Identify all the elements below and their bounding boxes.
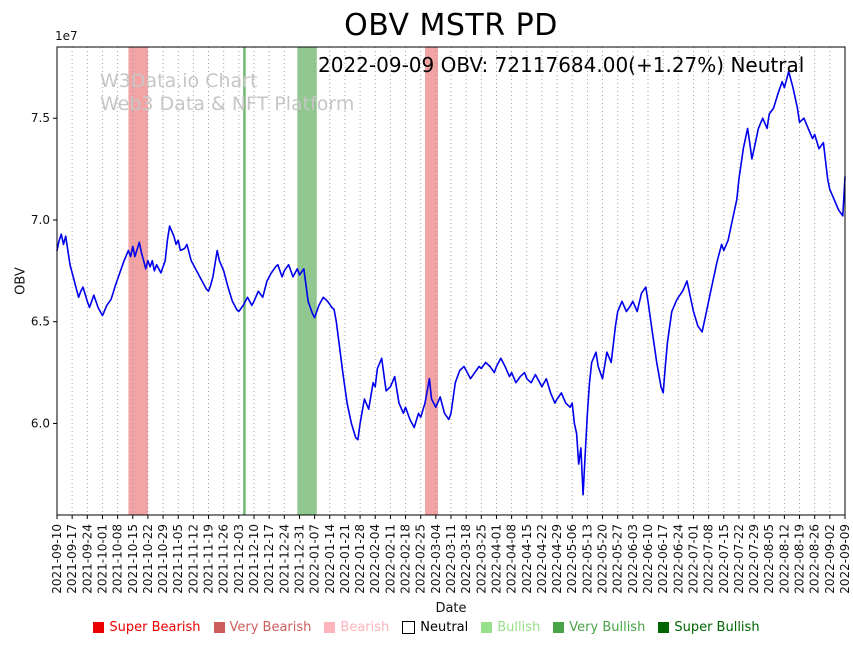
- x-tick-label: 2022-08-26: [808, 524, 822, 594]
- legend-item: Super Bullish: [658, 620, 760, 635]
- signal-band: [297, 47, 317, 515]
- x-tick-label: 2021-10-22: [141, 524, 155, 594]
- x-tick-label: 2022-07-08: [702, 524, 716, 594]
- x-tick-label: 2022-03-18: [459, 524, 473, 594]
- x-tick-label: 2022-04-22: [535, 524, 549, 594]
- x-tick-label: 2022-07-01: [686, 524, 700, 594]
- y-tick-label: 6.5: [31, 315, 50, 329]
- signal-band: [425, 47, 439, 515]
- obv-line: [56, 70, 846, 496]
- x-tick-label: 2021-11-05: [171, 524, 185, 594]
- x-axis-label: Date: [435, 601, 467, 616]
- legend-item: Neutral: [402, 620, 468, 635]
- x-tick-label: 2022-06-03: [626, 524, 640, 594]
- x-tick-label: 2021-12-24: [277, 524, 291, 594]
- x-tick-label: 2021-11-19: [202, 524, 216, 594]
- signal-band: [128, 47, 148, 515]
- x-tick-label: 2022-01-28: [353, 524, 367, 594]
- legend: Super Bearish Very Bearish Bearish Neutr…: [0, 620, 853, 635]
- x-tick-label: 2022-02-18: [399, 524, 413, 594]
- x-tick-label: 2022-09-02: [823, 524, 837, 594]
- x-tick-label: 2022-09-09: [838, 524, 852, 594]
- x-tick-label: 2021-10-01: [95, 524, 109, 594]
- legend-swatch: [402, 621, 416, 634]
- legend-item: Super Bearish: [93, 620, 201, 635]
- x-tick-label: 2022-04-01: [489, 524, 503, 594]
- x-tick-label: 2022-02-04: [368, 524, 382, 594]
- legend-swatch: [93, 622, 105, 633]
- plot-frame: [56, 46, 846, 516]
- x-tick-label: 2021-10-08: [111, 524, 125, 594]
- x-tick-label: 2021-09-17: [65, 524, 79, 594]
- x-tick-label: 2022-08-12: [777, 524, 791, 594]
- x-tick-label: 2021-12-31: [292, 524, 306, 594]
- x-tick-label: 2022-05-13: [580, 524, 594, 594]
- legend-label: Bullish: [497, 620, 541, 635]
- legend-label: Neutral: [420, 620, 469, 635]
- x-tick-label: 2021-11-12: [186, 524, 200, 594]
- y-axis-label: OBV: [13, 267, 29, 295]
- x-tick-label: 2021-12-03: [232, 524, 246, 594]
- x-tick-label: 2022-04-15: [520, 524, 534, 594]
- legend-label: Very Bullish: [569, 620, 646, 635]
- legend-label: Super Bearish: [109, 620, 201, 635]
- y-axis-offset-label: 1e7: [55, 29, 78, 43]
- x-tick-label: 2022-02-11: [383, 524, 397, 594]
- x-tick-label: 2022-03-25: [474, 524, 488, 594]
- x-tick-label: 2022-06-10: [641, 524, 655, 594]
- watermark-line2: Web3 Data & NFT Platform: [100, 93, 355, 115]
- x-tick-label: 2022-07-29: [747, 524, 761, 594]
- x-tick-label: 2021-10-29: [156, 524, 170, 594]
- x-tick-label: 2021-11-26: [217, 524, 231, 594]
- x-tick-label: 2021-12-10: [247, 524, 261, 594]
- legend-item: Bullish: [481, 620, 540, 635]
- legend-item: Very Bearish: [213, 620, 312, 635]
- legend-swatch: [481, 622, 493, 633]
- watermark-line1: W3Data.io Chart: [100, 70, 258, 92]
- legend-item: Very Bullish: [553, 620, 645, 635]
- x-tick-label: 2021-10-15: [126, 524, 140, 594]
- x-tick-label: 2022-06-24: [671, 524, 685, 594]
- legend-swatch: [553, 622, 565, 633]
- x-tick-label: 2022-08-05: [762, 524, 776, 594]
- x-tick-label: 2022-01-14: [323, 524, 337, 594]
- y-tick-label: 7.5: [31, 111, 50, 125]
- watermark: W3Data.io Chart Web3 Data & NFT Platform: [100, 70, 354, 116]
- chart-title: OBV MSTR PD: [344, 8, 558, 43]
- x-tick-label: 2022-01-21: [338, 524, 352, 594]
- x-tick-label: 2021-09-24: [80, 524, 94, 594]
- legend-swatch: [213, 622, 225, 633]
- x-tick-label: 2022-04-08: [505, 524, 519, 594]
- legend-label: Very Bearish: [229, 620, 312, 635]
- x-tick-label: 2022-07-15: [717, 524, 731, 594]
- x-tick-label: 2021-12-17: [262, 524, 276, 594]
- x-tick-label: 2022-02-25: [414, 524, 428, 594]
- y-tick-label: 6.0: [31, 416, 50, 430]
- x-tick-label: 2021-09-10: [50, 524, 64, 594]
- legend-label: Super Bullish: [674, 620, 760, 635]
- x-tick-label: 2022-04-29: [550, 524, 564, 594]
- x-tick-label: 2022-05-06: [565, 524, 579, 594]
- y-tick-label: 7.0: [31, 213, 50, 227]
- signal-band: [243, 47, 246, 515]
- x-tick-label: 2022-03-11: [444, 524, 458, 594]
- x-tick-label: 2022-06-17: [656, 524, 670, 594]
- legend-item: Bearish: [324, 620, 389, 635]
- x-tick-label: 2022-05-27: [611, 524, 625, 594]
- legend-label: Bearish: [340, 620, 390, 635]
- x-tick-label: 2022-05-20: [596, 524, 610, 594]
- latest-value-annotation: 2022-09-09 OBV: 72117684.00(+1.27%) Neut…: [318, 53, 805, 77]
- legend-swatch: [324, 622, 336, 633]
- x-tick-label: 2022-01-07: [308, 524, 322, 594]
- legend-swatch: [658, 622, 670, 633]
- x-tick-label: 2022-08-19: [793, 524, 807, 594]
- x-tick-label: 2022-03-04: [429, 524, 443, 594]
- x-tick-label: 2022-07-22: [732, 524, 746, 594]
